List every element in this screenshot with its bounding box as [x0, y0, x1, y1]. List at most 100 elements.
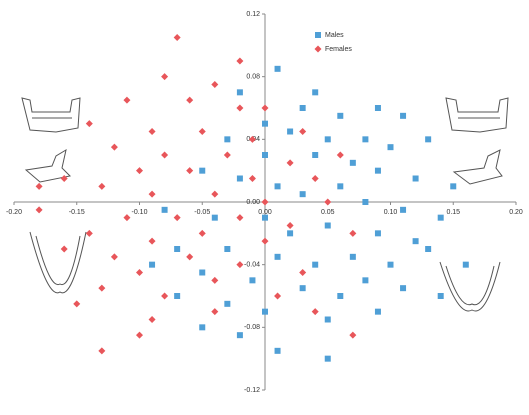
point [136, 332, 143, 339]
point [237, 176, 243, 182]
point [350, 160, 356, 166]
point [236, 214, 243, 221]
point [312, 262, 318, 268]
point [61, 246, 68, 253]
point [224, 136, 230, 142]
point [350, 254, 356, 260]
point [450, 183, 456, 189]
point [400, 207, 406, 213]
point [287, 129, 293, 135]
point [425, 136, 431, 142]
point [199, 168, 205, 174]
point [199, 324, 205, 330]
point [362, 199, 368, 205]
point [262, 121, 268, 127]
point [211, 191, 218, 198]
x-tick-label: 0.05 [321, 209, 335, 216]
point [275, 183, 281, 189]
y-tick-label: -0.08 [244, 324, 260, 331]
point [149, 262, 155, 268]
point [312, 175, 319, 182]
point [349, 332, 356, 339]
x-tick-label: 0.15 [446, 209, 460, 216]
point [211, 81, 218, 88]
point [349, 230, 356, 237]
point [174, 34, 181, 41]
point [325, 317, 331, 323]
point [236, 105, 243, 112]
point [211, 308, 218, 315]
point [224, 152, 231, 159]
point [262, 215, 268, 221]
x-tick-label: -0.05 [194, 209, 210, 216]
y-tick-label: 0.08 [246, 74, 260, 81]
point [199, 270, 205, 276]
legend-label: Males [325, 32, 344, 39]
legend-label: Females [325, 46, 352, 53]
point [463, 262, 469, 268]
point [98, 183, 105, 190]
point [186, 97, 193, 104]
point [312, 152, 318, 158]
point [262, 105, 269, 112]
chart: -0.20-0.15-0.10-0.050.000.050.100.150.20… [0, 0, 529, 410]
point [249, 175, 256, 182]
point [123, 97, 130, 104]
x-tick-label: 0.20 [509, 209, 523, 216]
point [174, 246, 180, 252]
point [162, 207, 168, 213]
y-tick-label: -0.04 [244, 262, 260, 269]
point [275, 66, 281, 72]
point [300, 105, 306, 111]
point [325, 223, 331, 229]
point [299, 269, 306, 276]
point [36, 206, 43, 213]
point [312, 89, 318, 95]
point [111, 144, 118, 151]
legend-marker [315, 46, 322, 53]
point [275, 348, 281, 354]
point [136, 269, 143, 276]
point [362, 136, 368, 142]
x-tick-label: -0.15 [69, 209, 85, 216]
point [149, 128, 156, 135]
point [136, 167, 143, 174]
point [149, 238, 156, 245]
y-tick-label: -0.12 [244, 387, 260, 394]
point [262, 238, 269, 245]
point [123, 214, 130, 221]
point [36, 183, 43, 190]
point [337, 183, 343, 189]
point [249, 277, 255, 283]
point [236, 58, 243, 65]
point [161, 293, 168, 300]
point [388, 144, 394, 150]
y-tick-label: 0.00 [246, 199, 260, 206]
point [98, 347, 105, 354]
point [375, 309, 381, 315]
point [400, 285, 406, 291]
point [73, 300, 80, 307]
point [300, 191, 306, 197]
legend-marker [315, 32, 321, 38]
point [149, 316, 156, 323]
point [425, 246, 431, 252]
point [262, 152, 268, 158]
point [324, 199, 331, 206]
point [325, 136, 331, 142]
point [375, 230, 381, 236]
point [275, 254, 281, 260]
point [388, 262, 394, 268]
point [262, 199, 269, 206]
point [287, 230, 293, 236]
point [211, 277, 218, 284]
point [86, 230, 93, 237]
point [224, 246, 230, 252]
point [337, 152, 344, 159]
point [287, 159, 294, 166]
point [161, 152, 168, 159]
point [375, 105, 381, 111]
point [287, 222, 294, 229]
point [224, 301, 230, 307]
point [236, 261, 243, 268]
